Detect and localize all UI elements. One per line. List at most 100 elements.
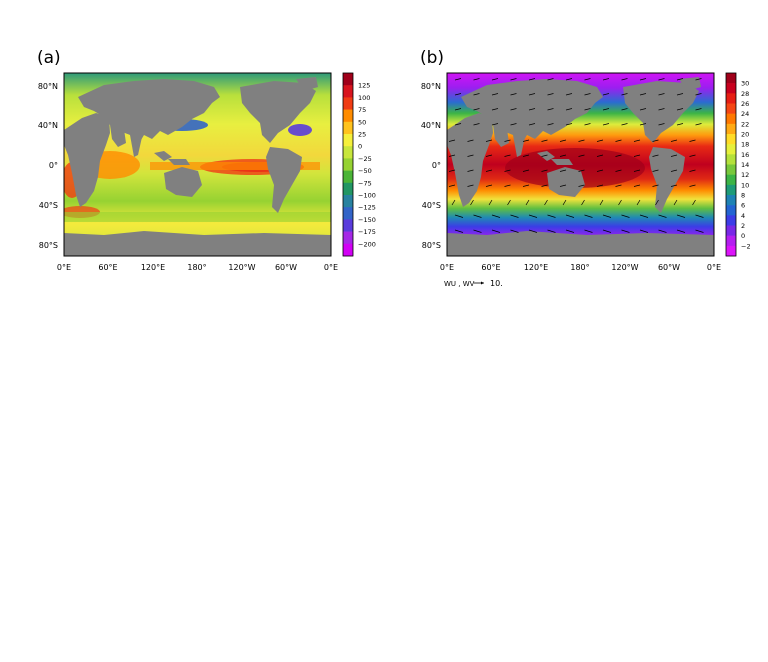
wind-vector: [578, 154, 585, 157]
svg-text:180°: 180°: [570, 263, 589, 272]
wind-vector: [522, 184, 530, 187]
wind-vector: [633, 169, 641, 172]
wind-vector-field: [448, 78, 704, 233]
wind-vector: [528, 229, 538, 233]
svg-text:0°E: 0°E: [440, 263, 454, 272]
wind-vector: [559, 184, 567, 187]
wind-vector: [528, 108, 536, 111]
panel-b-colorbar-tick-label: 0: [741, 232, 745, 240]
wind-vector: [621, 108, 628, 111]
wind-vector: [565, 78, 573, 81]
wind-vector: [695, 78, 702, 81]
panel-a-colorbar-swatch: [343, 85, 353, 98]
panel-a-colorbar-swatch: [343, 195, 353, 208]
wind-vector: [473, 108, 480, 111]
panel-a-colorbar-tick-label: −75: [358, 179, 372, 187]
wind-vector: [689, 139, 696, 142]
wind-vector: [467, 169, 474, 172]
wind-vector: [658, 214, 667, 218]
wind-vector: [559, 154, 567, 157]
wind-vector: [541, 139, 548, 142]
panel-b-colorbar-tick-label: 28: [741, 90, 749, 98]
wind-vector: [473, 229, 482, 233]
panel-a-colorbar-tick-label: −100: [358, 192, 376, 200]
wind-vector: [454, 78, 462, 81]
wind-vector: [596, 139, 604, 142]
wind-vector: [491, 214, 501, 218]
wind-vector: [695, 93, 702, 96]
panel-a-colorbar-swatch: [343, 170, 353, 184]
panel-a-colorbar-swatch: [343, 182, 353, 196]
panel-b-colorbar-tick-label: 26: [741, 100, 749, 108]
wind-vector: [565, 123, 573, 126]
wind-vector: [491, 123, 499, 126]
wind-vector: [578, 169, 585, 172]
wind-vector: [454, 123, 462, 126]
panel-b-colorbar-swatch: [726, 154, 736, 165]
wind-vector: [565, 214, 575, 218]
panel-a-colorbar: 125 100 75 50 25 0 −25 −50 −75 −100 −125 −150 −175 −2…: [342, 72, 376, 257]
svg-text:80°N: 80°N: [38, 82, 58, 91]
panel-b-colorbar-swatch: [726, 164, 736, 175]
wind-vector: [485, 154, 493, 157]
panel-a-colorbar-swatch: [343, 121, 353, 135]
wind-vector: [670, 139, 678, 142]
wind-vector: [636, 199, 641, 206]
panel-a-map: [64, 73, 331, 256]
panel-a-colorbar-tick-label: −25: [358, 155, 372, 163]
wind-vector: [584, 108, 591, 111]
wind-vector: [621, 78, 628, 81]
wind-vector: [454, 214, 464, 218]
wind-vector: [639, 214, 649, 218]
panel-b-colorbar-swatch: [726, 103, 736, 114]
svg-text:0°E: 0°E: [57, 263, 71, 272]
panel-a-colorbar-swatch: [343, 231, 353, 245]
wind-vector: [673, 199, 678, 206]
wind-vector: [639, 108, 647, 111]
wind-vector: [652, 139, 659, 142]
panel-a-colorbar-tick-label: −50: [358, 167, 372, 175]
wind-vector: [621, 214, 630, 218]
panel-a-lon-ticks: 0°E 60°E 120°E 180° 120°W 60°W 0°E: [57, 263, 338, 272]
panel-b-lon-ticks: 0°E 60°E 120°E 180° 120°W 60°W 0°E: [440, 263, 721, 272]
wind-vector: [658, 78, 665, 81]
panel-a-lat-ticks: 80°N 40°N 0° 40°S 80°S: [38, 82, 58, 250]
wind-vector: [528, 214, 538, 218]
wind-vector: [652, 169, 659, 172]
wind-vector: [541, 169, 548, 172]
wind-vector: [467, 154, 474, 157]
wind-vector: [621, 93, 628, 96]
panel-a: (a) 80°N 40°N 0° 40°S 80°S: [37, 48, 376, 272]
wind-vector: [621, 123, 628, 126]
wind-vector: [485, 169, 493, 172]
wind-vector: [676, 229, 686, 233]
wind-vector: [692, 199, 696, 206]
panel-b-colorbar-swatch: [726, 174, 736, 186]
wind-vector: [658, 123, 665, 126]
wind-vector: [695, 214, 704, 218]
svg-text:0°: 0°: [432, 161, 441, 170]
svg-text:40°S: 40°S: [422, 201, 441, 210]
wind-vector: [544, 199, 548, 206]
vector-reference: WU , WV 10.: [444, 279, 503, 288]
panel-a-label: (a): [37, 48, 61, 68]
svg-text:80°S: 80°S: [39, 241, 58, 250]
wind-vector: [633, 154, 641, 157]
svg-text:40°S: 40°S: [39, 201, 58, 210]
panel-b-colorbar-tick-label: 24: [741, 110, 749, 118]
wind-vector: [658, 93, 665, 96]
wind-vector: [584, 78, 591, 81]
wind-vector: [485, 184, 493, 187]
wind-vector: [639, 93, 647, 96]
wind-vector: [652, 154, 659, 157]
wind-vector: [448, 184, 456, 187]
wind-vector: [547, 214, 556, 218]
wind-vector: [584, 229, 593, 233]
wind-vector: [559, 169, 567, 172]
panel-b-colorbar-swatch: [726, 205, 736, 216]
wind-vector: [522, 169, 530, 172]
wind-vector: [522, 139, 530, 142]
wind-vector: [473, 214, 482, 218]
